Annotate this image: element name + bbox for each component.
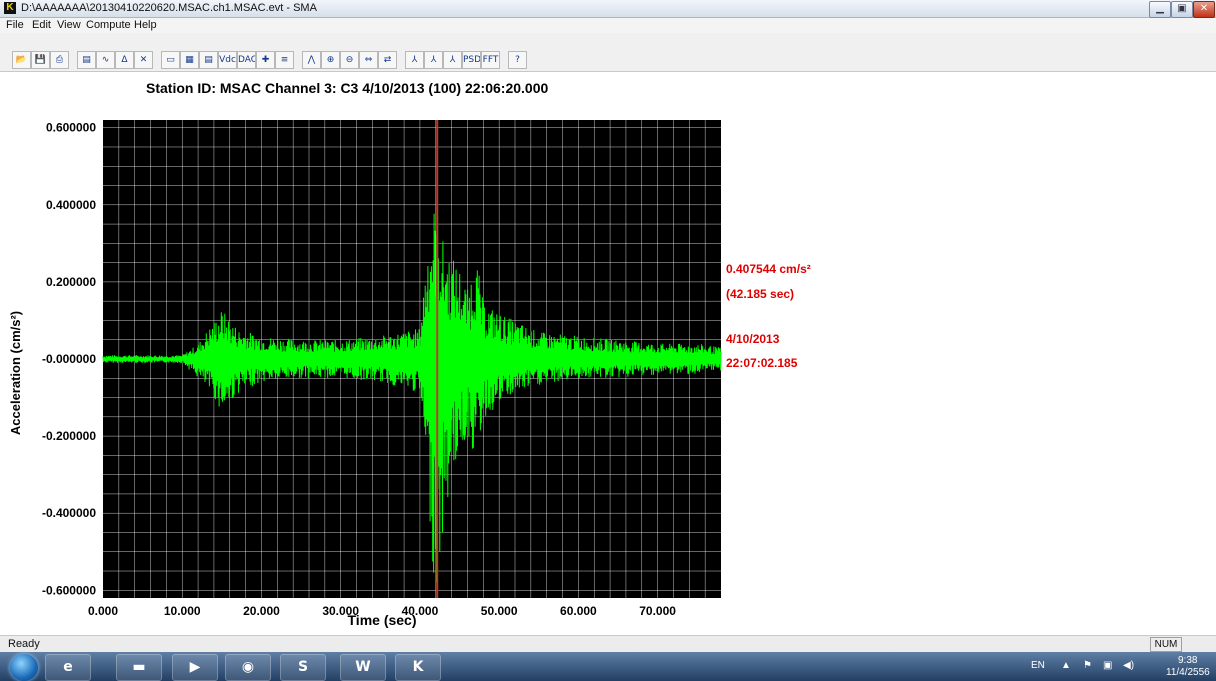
y-tick-label: -0.000000 bbox=[42, 352, 96, 366]
action-center-icon[interactable]: ⚑ bbox=[1083, 660, 1092, 671]
cursor-date-readout: 4/10/2013 bbox=[726, 332, 780, 346]
psd-icon[interactable]: PSD bbox=[462, 51, 481, 69]
menu-bar: File Edit View Compute Help bbox=[0, 18, 1216, 33]
firefox-icon[interactable]: ◉ bbox=[225, 654, 271, 681]
status-text: Ready bbox=[8, 638, 40, 650]
window-title: D:\AAAAAAA\20130410220620.MSAC.ch1.MSAC.… bbox=[21, 2, 317, 14]
print-icon[interactable]: ⎙ bbox=[50, 51, 69, 69]
x-tick-label: 40.000 bbox=[402, 604, 439, 618]
skype-icon[interactable]: S bbox=[280, 654, 326, 681]
save-icon[interactable]: 💾 bbox=[31, 51, 50, 69]
menu-compute[interactable]: Compute bbox=[86, 19, 131, 31]
y-tick-label: 0.600000 bbox=[46, 121, 96, 135]
close-button[interactable]: ✕ bbox=[1193, 1, 1215, 18]
clock-time[interactable]: 9:38 bbox=[1178, 655, 1198, 666]
table-icon[interactable]: ▤ bbox=[199, 51, 218, 69]
amplitude-icon[interactable]: Δ bbox=[115, 51, 134, 69]
x-tick-label: 60.000 bbox=[560, 604, 597, 618]
cursor-time-readout: (42.185 sec) bbox=[726, 287, 794, 301]
toolbar: 📂 💾 ⎙ ▤ ∿ Δ ✕ ▭ ▦ ▤ Vdc DAC ✚ ≡ ⋀ ⊕ ⊖ ⇔ ⇄ ⅄ ⅄ ⅄ PSD FFT? bbox=[0, 33, 1216, 72]
explorer-icon[interactable]: ▬ bbox=[116, 654, 162, 681]
tools-icon[interactable]: ✕ bbox=[134, 51, 153, 69]
peak-icon[interactable]: ⋀ bbox=[302, 51, 321, 69]
cursor-clock-readout: 22:07:02.185 bbox=[726, 356, 798, 370]
zoom-out-icon[interactable]: ⊖ bbox=[340, 51, 359, 69]
display-icon[interactable]: ▭ bbox=[161, 51, 180, 69]
grid-icon[interactable]: ▦ bbox=[180, 51, 199, 69]
y-tick-label: 0.200000 bbox=[46, 275, 96, 289]
status-bar: Ready NUM bbox=[0, 635, 1216, 652]
show-hidden-icons-icon[interactable]: ▲ bbox=[1061, 660, 1071, 671]
title-bar: K D:\AAAAAAA\20130410220620.MSAC.ch1.MSA… bbox=[0, 0, 1216, 18]
plot-area: Station ID: MSAC Channel 3: C3 4/10/2013… bbox=[10, 73, 1216, 633]
waveform-chart[interactable]: Station ID: MSAC Channel 3: C3 4/10/2013… bbox=[10, 73, 1216, 633]
fit-icon[interactable]: ⇔ bbox=[359, 51, 378, 69]
system-tray: EN ▲ ⚑ ▣ ◀) 9:38 11/4/2556 bbox=[1025, 654, 1210, 679]
menu-file[interactable]: File bbox=[6, 19, 24, 31]
x-tick-label: 0.000 bbox=[88, 604, 118, 618]
app-icon: K bbox=[4, 2, 16, 14]
dac-icon[interactable]: DAC bbox=[237, 51, 256, 69]
taskbar: e ▬ ▶ ◉ S W K EN ▲ ⚑ ▣ ◀) 9:38 11/4/2556 bbox=[0, 652, 1216, 681]
properties-icon[interactable]: ▤ bbox=[77, 51, 96, 69]
shift-icon[interactable]: ⇄ bbox=[378, 51, 397, 69]
menu-help[interactable]: Help bbox=[134, 19, 157, 31]
lines-icon[interactable]: ≡ bbox=[275, 51, 294, 69]
volume-icon[interactable]: ◀) bbox=[1123, 660, 1135, 671]
x-tick-label: 10.000 bbox=[164, 604, 201, 618]
cursor-value-readout: 0.407544 cm/s² bbox=[726, 262, 811, 276]
word-icon[interactable]: W bbox=[340, 654, 386, 681]
filter2-icon[interactable]: ⅄ bbox=[424, 51, 443, 69]
zoom-in-icon[interactable]: ⊕ bbox=[321, 51, 340, 69]
x-tick-label: 70.000 bbox=[639, 604, 676, 618]
y-tick-label: -0.400000 bbox=[42, 506, 96, 520]
cursor-icon[interactable]: ✚ bbox=[256, 51, 275, 69]
y-axis-label: Acceleration (cm/s²) bbox=[10, 311, 23, 435]
ie-icon[interactable]: e bbox=[45, 654, 91, 681]
sma-app-icon[interactable]: K bbox=[395, 654, 441, 681]
x-tick-label: 20.000 bbox=[243, 604, 280, 618]
axis-ticks: 0.600000 0.400000 0.200000 -0.000000 -0.2000… bbox=[42, 121, 676, 618]
filter-icon[interactable]: ⅄ bbox=[405, 51, 424, 69]
y-tick-label: -0.600000 bbox=[42, 583, 96, 597]
waveform-icon[interactable]: ∿ bbox=[96, 51, 115, 69]
network-icon[interactable]: ▣ bbox=[1103, 660, 1113, 671]
start-button[interactable] bbox=[10, 654, 38, 681]
acceleration-trace bbox=[102, 213, 722, 583]
menu-edit[interactable]: Edit bbox=[32, 19, 51, 31]
y-tick-label: -0.200000 bbox=[42, 429, 96, 443]
help-icon[interactable]: ? bbox=[508, 51, 527, 69]
chart-title: Station ID: MSAC Channel 3: C3 4/10/2013… bbox=[146, 80, 548, 96]
minimize-button[interactable]: ▁ bbox=[1149, 1, 1171, 18]
menu-view[interactable]: View bbox=[57, 19, 81, 31]
media-player-icon[interactable]: ▶ bbox=[172, 654, 218, 681]
language-indicator[interactable]: EN bbox=[1031, 660, 1045, 671]
open-icon[interactable]: 📂 bbox=[12, 51, 31, 69]
filter3-icon[interactable]: ⅄ bbox=[443, 51, 462, 69]
vdc-icon[interactable]: Vdc bbox=[218, 51, 237, 69]
x-tick-label: 50.000 bbox=[481, 604, 518, 618]
clock-date[interactable]: 11/4/2556 bbox=[1166, 667, 1210, 678]
fft-icon[interactable]: FFT bbox=[481, 51, 500, 69]
maximize-button[interactable]: ▣ bbox=[1171, 1, 1193, 18]
x-tick-label: 30.000 bbox=[322, 604, 359, 618]
num-lock-indicator: NUM bbox=[1150, 637, 1182, 652]
x-axis-label: Time (sec) bbox=[348, 612, 417, 628]
y-tick-label: 0.400000 bbox=[46, 198, 96, 212]
